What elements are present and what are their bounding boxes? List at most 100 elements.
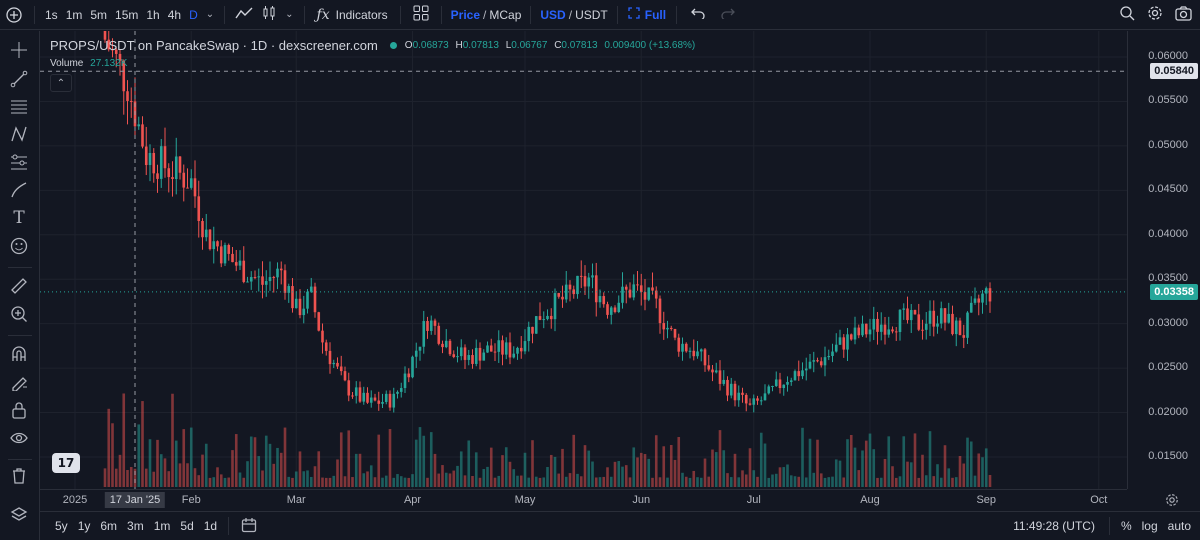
candle-body <box>759 400 763 402</box>
candle-body <box>448 340 452 355</box>
volume-bar <box>339 432 343 487</box>
range-5d[interactable]: 5d <box>180 519 194 533</box>
volume-bar <box>872 449 876 487</box>
log-toggle[interactable]: log <box>1141 519 1158 533</box>
percent-toggle[interactable]: % <box>1120 519 1132 533</box>
redo-icon[interactable] <box>713 7 743 22</box>
mcap-toggle[interactable]: MCap <box>489 7 522 22</box>
candle-body <box>396 391 399 394</box>
range-3m[interactable]: 3m <box>127 519 144 533</box>
collapse-legend-button[interactable]: ⌃ <box>50 74 72 92</box>
timeframe-1s[interactable]: 1s <box>45 7 58 22</box>
volume-bar <box>921 454 924 487</box>
layers-icon[interactable] <box>8 504 30 526</box>
volume-bar <box>583 445 587 487</box>
candle-body <box>141 124 144 147</box>
candle-body <box>531 326 534 334</box>
candle-body <box>658 298 662 324</box>
candle-body <box>197 196 201 222</box>
price-tick-label: 0.04000 <box>1148 227 1188 240</box>
trash-icon[interactable] <box>8 465 30 487</box>
timeframe-D[interactable]: D <box>189 7 198 22</box>
chevron-down-icon[interactable]: ⌄ <box>285 9 294 20</box>
range-1m[interactable]: 1m <box>153 519 171 533</box>
candle-body <box>834 344 838 352</box>
timeframe-4h[interactable]: 4h <box>167 7 182 22</box>
chevron-down-icon[interactable]: ⌄ <box>205 9 215 20</box>
full-button[interactable]: Full <box>624 7 670 22</box>
candle-body <box>591 275 594 278</box>
timeframe-5m[interactable]: 5m <box>90 7 108 22</box>
volume-bar <box>448 473 452 487</box>
add-symbol-icon[interactable] <box>0 6 28 24</box>
volume-bar <box>696 477 699 487</box>
emoji-icon[interactable] <box>8 235 30 257</box>
volume-bar <box>452 470 456 487</box>
zoom-in-icon[interactable] <box>8 303 30 325</box>
line-chart-icon[interactable] <box>231 6 257 23</box>
utc-clock[interactable]: 11:49:28 (UTC) <box>1013 519 1095 533</box>
volume-bar <box>159 454 163 487</box>
settings-gear-icon[interactable] <box>1141 5 1169 24</box>
candle-body <box>294 298 298 309</box>
divider <box>34 5 35 24</box>
lock-icon[interactable] <box>8 399 30 421</box>
pattern-icon[interactable] <box>8 123 30 145</box>
candle-body <box>662 323 666 330</box>
timeframe-15m[interactable]: 15m <box>115 7 139 22</box>
quick-search-icon[interactable] <box>1113 5 1141 24</box>
trend-line-icon[interactable] <box>8 68 30 90</box>
crosshair-icon[interactable] <box>8 39 30 61</box>
magnet-icon[interactable] <box>8 343 30 365</box>
price-scale[interactable]: 0.01500 0.02000 0.02500 0.03000 0.03500 0.040… <box>1127 31 1200 489</box>
range-5y[interactable]: 5y <box>55 519 68 533</box>
timeframe-1h[interactable]: 1h <box>146 7 160 22</box>
candle-body <box>936 323 939 327</box>
eye-icon[interactable] <box>8 427 30 449</box>
horizontal-lines-icon[interactable] <box>8 95 30 117</box>
range-1d[interactable]: 1d <box>203 519 218 533</box>
volume-bar <box>433 453 437 487</box>
brush-icon[interactable] <box>8 179 30 201</box>
candles-icon[interactable] <box>257 5 281 24</box>
undo-icon[interactable] <box>683 7 713 22</box>
volume-bar <box>737 477 741 487</box>
candle-body <box>501 340 504 355</box>
timeframe-1m[interactable]: 1m <box>65 7 83 22</box>
candle-body <box>227 245 231 254</box>
candle-body <box>309 286 313 292</box>
auto-toggle[interactable]: auto <box>1167 519 1191 533</box>
candle-body <box>519 347 523 352</box>
lock-drawing-icon[interactable] <box>8 371 30 393</box>
candle-body <box>868 329 872 335</box>
candle-body <box>471 355 474 364</box>
price-chart[interactable] <box>40 31 1127 489</box>
layout-icon[interactable] <box>407 5 435 24</box>
prediction-icon[interactable] <box>8 151 30 173</box>
ruler-icon[interactable] <box>8 275 30 297</box>
usd-toggle[interactable]: USD <box>540 7 566 22</box>
volume-bar <box>808 438 812 487</box>
range-1y[interactable]: 1y <box>77 519 91 533</box>
volume-bar <box>234 434 238 487</box>
candle-body <box>587 277 591 287</box>
text-icon[interactable]: T <box>13 208 25 228</box>
symbol-title[interactable]: PROPS/USDT on PancakeSwap · 1D · dexscre… <box>50 38 378 53</box>
camera-icon[interactable] <box>1169 5 1200 24</box>
date-range-icon[interactable] <box>235 517 263 536</box>
time-scale[interactable]: 17 Jan '25 2025 Feb Mar Apr May Jun Jul Aug Sep O… <box>40 489 1178 511</box>
volume-bar <box>231 450 234 487</box>
range-6m[interactable]: 6m <box>100 519 118 533</box>
candle-body <box>107 39 111 50</box>
volume-bar <box>377 434 381 487</box>
volume-bar <box>253 437 257 487</box>
candle-body <box>504 342 508 355</box>
settings-icon[interactable] <box>1165 493 1179 510</box>
indicators-button[interactable]: ƒx Indicators <box>311 7 394 23</box>
price-toggle[interactable]: Price <box>450 7 481 22</box>
volume-bar <box>864 440 868 487</box>
chart-pane[interactable]: 17 ⌃ <box>40 31 1127 489</box>
volume-bar <box>204 443 208 487</box>
usdt-toggle[interactable]: USDT <box>575 7 608 22</box>
range-group: 5y 1y 6m 3m 1m 5d 1d <box>50 519 222 533</box>
